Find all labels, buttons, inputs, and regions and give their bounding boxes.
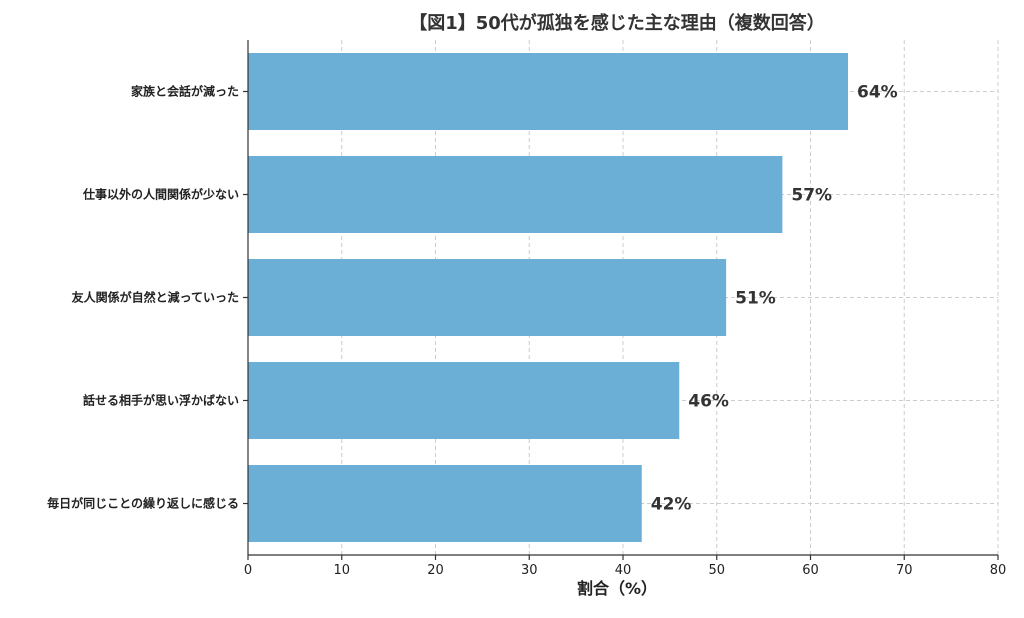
bar-value-label: 51% [735,289,776,309]
bar [248,259,727,336]
x-tick-label: 10 [333,563,350,578]
x-tick-label: 20 [427,563,444,578]
x-tick-label: 70 [896,563,913,578]
bars: 64% 57% 51% 46% 42% [248,53,898,542]
x-tick-label: 80 [990,563,1007,578]
x-tick-label: 40 [615,563,632,578]
x-axis-title: 割合（%） [577,579,657,598]
bar [248,465,642,542]
bar [248,53,848,130]
bar [248,156,783,233]
x-tick-label: 30 [521,563,538,578]
x-tick-label: 0 [244,563,252,578]
category-label: 友人関係が自然と減っていった [71,290,239,305]
bar-value-label: 57% [791,186,832,206]
category-label: 仕事以外の人間関係が少ない [82,187,239,202]
bar-value-label: 42% [651,495,692,515]
category-label: 毎日が同じことの繰り返しに感じる [47,496,239,511]
category-label: 家族と会話が減った [131,84,239,99]
x-tick-label: 50 [708,563,725,578]
bar [248,362,680,439]
axes: 0 10 20 30 40 50 60 70 80 家族と会話が減った仕事以外の人間関係が少ない友… [47,40,1006,578]
bar-value-label: 64% [857,83,898,103]
chart-title: 【図1】50代が孤独を感じた主な理由（複数回答） [409,12,825,34]
category-label: 話せる相手が思い浮かばない [83,393,239,408]
x-tick-label: 60 [802,563,819,578]
bar-value-label: 46% [688,392,729,412]
